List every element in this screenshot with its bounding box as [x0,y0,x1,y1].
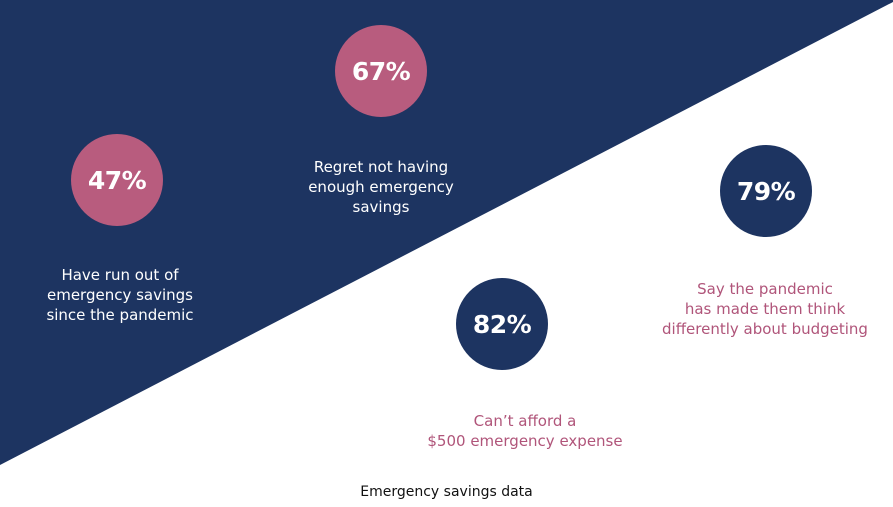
stat-value: 82% [472,309,532,339]
label-line: differently about budgeting [662,320,868,338]
stat-value: 79% [736,176,796,206]
stat-circle-79: 79% [720,145,812,237]
label-line: since the pandemic [46,306,194,324]
stat-circle-47: 47% [71,134,163,226]
label-line: Have run out of [61,266,179,284]
caption: Emergency savings data [360,484,533,500]
label-line: Regret not having [313,158,449,176]
label-line: Can’t afford a [473,412,577,430]
label-line: $500 emergency expense [427,432,623,450]
stat-value: 67% [351,56,411,86]
stat-label-82: Can’t afford a $500 emergency expense [405,411,645,451]
label-line: emergency savings [46,286,193,304]
label-line: enough emergency [308,178,454,196]
stat-label-47: Have run out of emergency savings since … [0,265,240,325]
label-line: Say the pandemic [697,280,833,298]
label-line: has made them think [684,300,846,318]
stat-circle-82: 82% [456,278,548,370]
stat-label-67: Regret not having enough emergency savin… [261,157,501,217]
label-line: savings [352,198,410,216]
stat-value: 47% [87,165,147,195]
stat-circle-67: 67% [335,25,427,117]
stat-label-79: Say the pandemic has made them think dif… [640,279,890,339]
